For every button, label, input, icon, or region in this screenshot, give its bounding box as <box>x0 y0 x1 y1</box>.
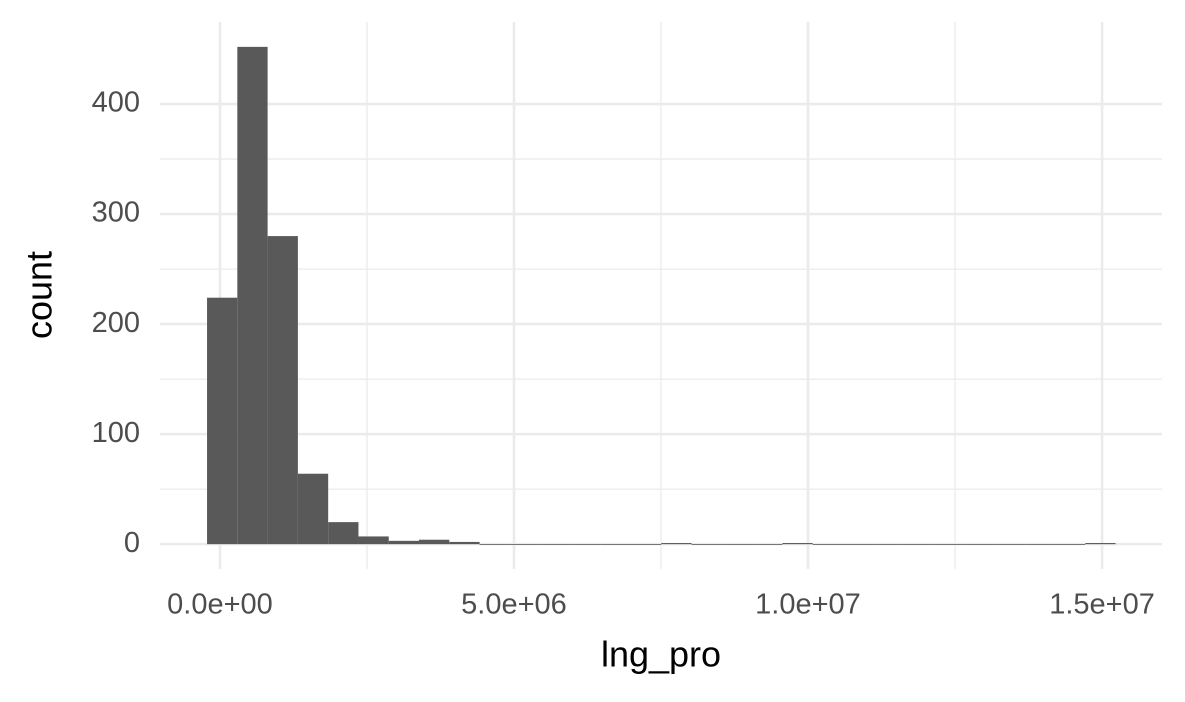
x-axis-title: lng_pro <box>601 634 721 675</box>
bar <box>419 539 450 545</box>
bar <box>661 543 692 545</box>
bar <box>812 544 843 545</box>
y-tick-label: 400 <box>92 87 140 119</box>
bar <box>721 544 753 545</box>
bar <box>297 473 329 545</box>
y-tick-label: 0 <box>124 527 140 559</box>
x-tick-label: 1.5e+07 <box>1049 589 1155 621</box>
bar <box>358 536 389 545</box>
x-tick-label: 5.0e+06 <box>461 589 567 621</box>
bar <box>600 544 632 545</box>
y-axis-title: count <box>19 251 60 339</box>
bar <box>237 46 268 545</box>
bar <box>964 544 995 545</box>
bar <box>994 544 1025 545</box>
bar <box>691 544 722 545</box>
bar <box>479 544 510 545</box>
bar <box>752 544 783 545</box>
bar <box>509 544 541 545</box>
x-tick-label: 1.0e+07 <box>755 589 861 621</box>
x-tick-label: 0.0e+00 <box>167 589 273 621</box>
bar <box>933 544 965 545</box>
bar <box>267 236 298 545</box>
bar <box>449 541 480 545</box>
bar <box>903 544 934 545</box>
bar <box>1085 543 1116 545</box>
bar <box>631 544 662 545</box>
bar <box>1054 544 1086 545</box>
bar <box>328 522 359 545</box>
bar <box>842 544 874 545</box>
bar <box>873 544 904 545</box>
bar <box>782 543 813 545</box>
bar <box>540 544 571 545</box>
y-tick-label: 100 <box>92 417 140 449</box>
bar <box>207 297 238 545</box>
y-tick-label: 200 <box>92 307 140 339</box>
bar <box>388 540 420 545</box>
bar <box>1024 544 1055 545</box>
bar <box>570 544 601 545</box>
y-tick-label: 300 <box>92 197 140 229</box>
